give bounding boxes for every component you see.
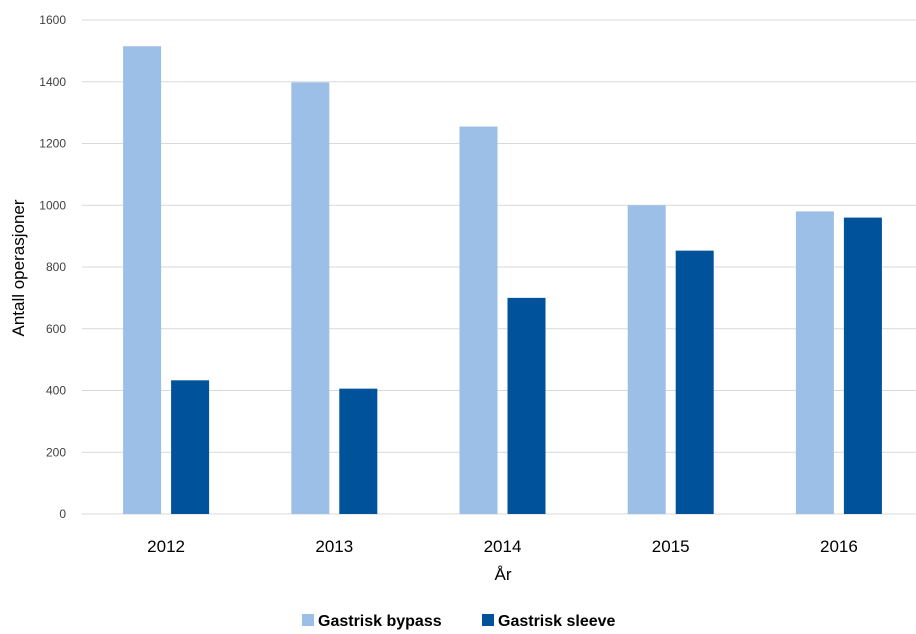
y-tick-label: 200	[46, 445, 66, 459]
x-tick-label: 2012	[147, 537, 185, 556]
x-tick-label: 2016	[820, 537, 858, 556]
gridlines	[82, 19, 916, 515]
y-tick-label: 1400	[39, 75, 66, 89]
x-tick-label: 2015	[652, 537, 690, 556]
bar-bypass-2015	[627, 205, 666, 514]
y-tick-label: 600	[46, 322, 66, 336]
y-axis-title: Antall operasjoner	[9, 199, 28, 336]
y-tick-label: 400	[46, 384, 66, 398]
bar-sleeve-2015	[675, 250, 714, 515]
bar-sleeve-2014	[507, 297, 546, 514]
y-axis-ticks: 0 200 400 600 800 1000 1200 1400 1600	[39, 13, 66, 521]
legend-label: Gastrisk sleeve	[498, 613, 616, 630]
bar-sleeve-2012	[171, 380, 210, 514]
legend: Gastrisk bypass Gastrisk sleeve	[302, 613, 616, 630]
y-tick-label: 1200	[39, 137, 66, 151]
bar-bypass-2012	[123, 46, 162, 515]
legend-label: Gastrisk bypass	[318, 613, 442, 630]
x-tick-label: 2014	[484, 537, 522, 556]
bars	[123, 46, 882, 515]
y-tick-label: 1000	[39, 198, 66, 212]
bar-bypass-2014	[459, 126, 498, 515]
y-tick-label: 0	[59, 507, 66, 521]
bar-bypass-2016	[795, 211, 834, 515]
y-tick-label: 800	[46, 260, 66, 274]
x-axis-ticks: 2012 2013 2014 2015 2016	[147, 537, 858, 556]
legend-swatch	[302, 614, 314, 626]
bar-sleeve-2016	[843, 217, 882, 514]
legend-swatch	[482, 614, 494, 626]
bar-sleeve-2013	[339, 388, 378, 514]
x-tick-label: 2013	[315, 537, 353, 556]
x-axis-title: År	[495, 565, 512, 584]
y-tick-label: 1600	[39, 13, 66, 27]
bar-bypass-2013	[291, 82, 330, 515]
